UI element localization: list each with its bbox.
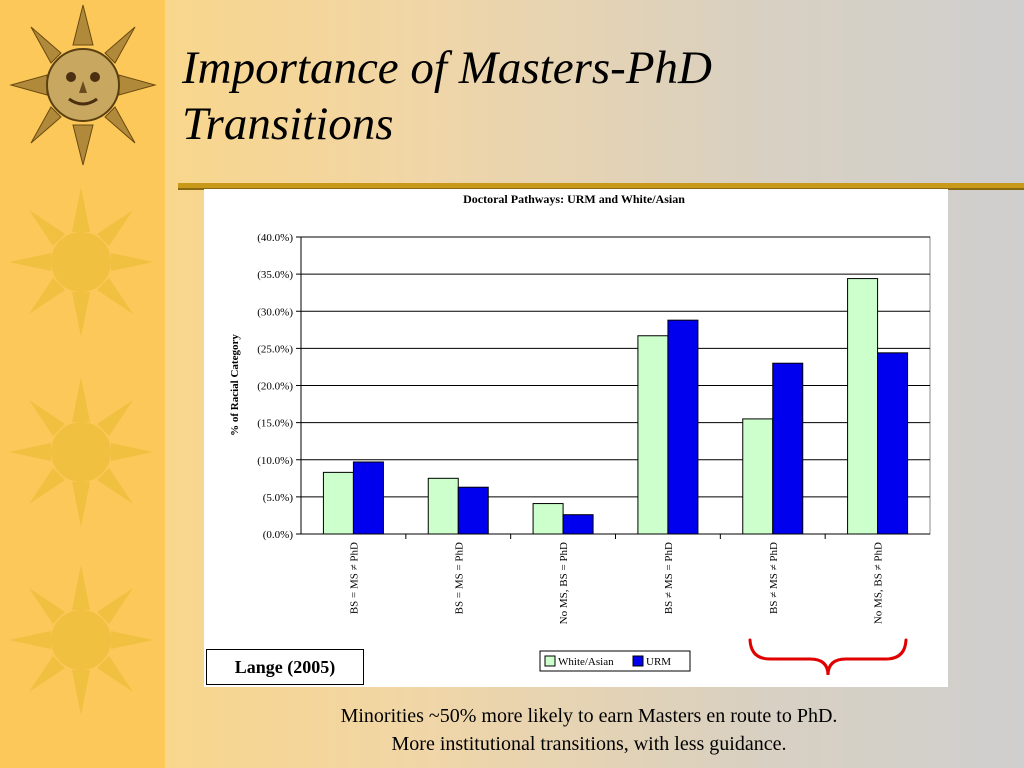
bar: [742, 418, 774, 535]
bar: [667, 319, 699, 535]
sun-face-icon: [9, 4, 157, 166]
bar: [427, 477, 459, 535]
slide-title-line1: Importance of Masters-PhD: [182, 42, 712, 94]
bar: [352, 461, 384, 535]
x-tick-label: BS = MS ≠ PhD: [348, 542, 360, 614]
y-tick-label: (15.0%): [257, 418, 293, 430]
bar: [322, 471, 354, 535]
caption-line1: Minorities ~50% more likely to earn Mast…: [340, 705, 838, 727]
x-tick-label: BS ≠ MS ≠ PhD: [768, 542, 780, 614]
x-tick-label: BS ≠ MS = PhD: [663, 542, 675, 614]
x-tick-label: No MS, BS = PhD: [558, 542, 570, 624]
legend-box: [539, 650, 691, 672]
chart-panel: Doctoral Pathways: URM and White/Asian %…: [204, 189, 948, 687]
x-tick-label: BS = MS = PhD: [453, 542, 465, 614]
sidebar-decoration: [0, 0, 165, 768]
source-citation: Lange (2005): [206, 649, 364, 685]
y-tick-label: (0.0%): [263, 529, 294, 541]
y-tick-label: (10.0%): [257, 455, 293, 467]
chart-ylabel: % of Racial Category: [229, 334, 241, 436]
bar: [637, 335, 669, 535]
legend-swatch: [632, 655, 644, 667]
chart-title: Doctoral Pathways: URM and White/Asian: [463, 192, 685, 206]
y-tick-label: (20.0%): [257, 381, 293, 393]
y-tick-label: (35.0%): [257, 269, 293, 281]
red-curly-brace: [748, 638, 908, 676]
x-tick-label: No MS, BS ≠ PhD: [873, 542, 885, 624]
y-tick-label: (30.0%): [257, 306, 293, 318]
slide-title-line2: Transitions: [182, 98, 394, 150]
legend-label: White/Asian: [558, 656, 614, 668]
sun-icon: [9, 565, 153, 715]
bar: [772, 362, 804, 535]
y-tick-label: (25.0%): [257, 343, 293, 355]
y-tick-label: (5.0%): [263, 492, 294, 504]
y-tick-label: (40.0%): [257, 232, 293, 244]
bar: [532, 503, 564, 535]
bar: [847, 278, 879, 535]
legend-label: URM: [646, 656, 671, 668]
bar: [562, 514, 594, 535]
sun-icon: [9, 187, 153, 337]
sun-icon: [9, 377, 153, 527]
bar-chart: Doctoral Pathways: URM and White/Asian %…: [229, 192, 931, 676]
legend-swatch: [544, 655, 556, 667]
slide-title: Importance of Masters-PhD Transitions: [182, 40, 712, 152]
slide-caption: Minorities ~50% more likely to earn Mast…: [165, 702, 1013, 758]
bar: [457, 486, 489, 535]
caption-line2: More institutional transitions, with les…: [391, 733, 787, 755]
bar: [877, 352, 909, 535]
